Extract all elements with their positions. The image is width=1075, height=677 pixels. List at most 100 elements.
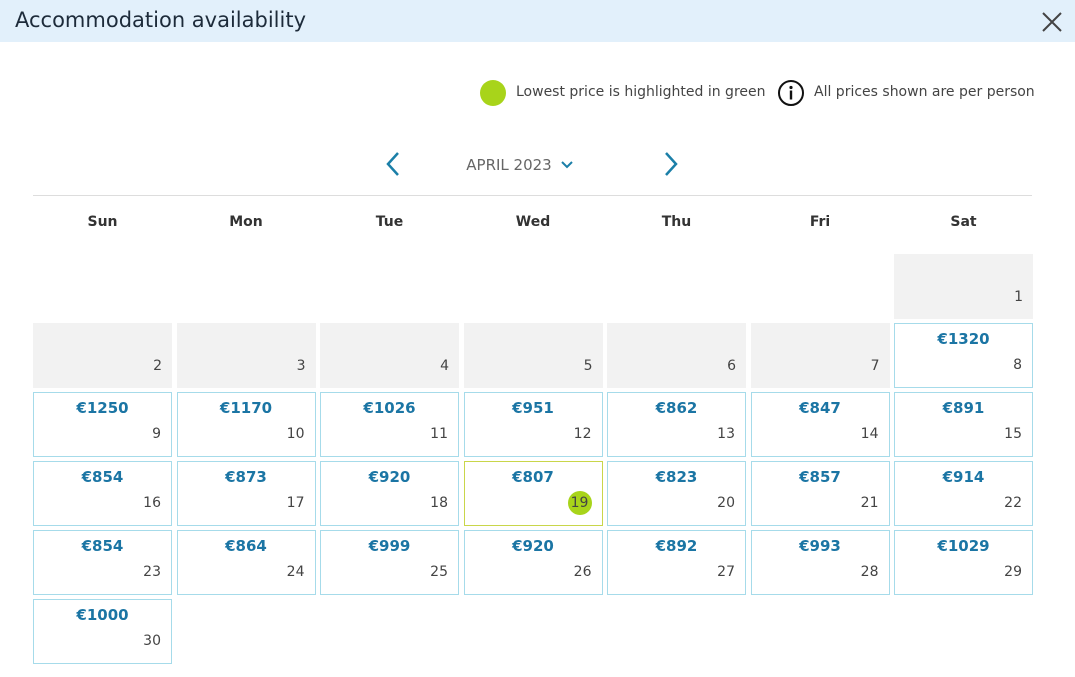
price: €914 — [942, 468, 985, 486]
date: 17 — [286, 495, 305, 511]
date: 5 — [583, 358, 593, 374]
prev-month[interactable] — [383, 150, 403, 178]
price: €862 — [655, 399, 698, 417]
date: 26 — [573, 564, 592, 580]
legend-lowest: Lowest price is highlighted in green — [516, 84, 766, 100]
day-cell-unavailable: 2 — [33, 323, 172, 388]
price: €1029 — [937, 537, 990, 555]
day-cell[interactable]: €864 24 — [176, 530, 316, 595]
info-icon — [778, 80, 804, 106]
day-cell[interactable]: €1320 8 — [894, 323, 1033, 388]
date: 7 — [870, 358, 880, 374]
day-cell[interactable]: €993 28 — [750, 530, 890, 595]
price: €993 — [799, 537, 841, 555]
day-cell[interactable]: €920 26 — [463, 530, 603, 595]
day-cell-unavailable: 5 — [463, 323, 603, 388]
date: 11 — [430, 426, 448, 442]
day-cell[interactable]: €891 15 — [894, 392, 1033, 457]
date: 15 — [1004, 426, 1022, 442]
date: 18 — [430, 495, 448, 511]
date: 9 — [152, 426, 161, 442]
date: 6 — [727, 358, 736, 374]
date: 12 — [573, 426, 592, 442]
day-cell[interactable]: €857 21 — [750, 461, 890, 526]
day-cell[interactable]: €914 22 — [894, 461, 1033, 526]
price: €873 — [225, 468, 267, 486]
day-cell-unavailable: 7 — [750, 323, 890, 388]
date: 23 — [143, 564, 161, 580]
price: €1170 — [219, 399, 273, 417]
weekday-label: Thu — [661, 214, 692, 230]
day-cell[interactable]: €854 23 — [33, 530, 172, 595]
close-button[interactable] — [1040, 10, 1064, 34]
day-cell[interactable]: €999 25 — [320, 530, 459, 595]
weekday-label: Fri — [809, 214, 831, 230]
date: 10 — [286, 426, 305, 442]
date: 20 — [717, 495, 735, 511]
day-cell[interactable]: €854 16 — [33, 461, 172, 526]
price: €857 — [799, 468, 841, 486]
date: 28 — [860, 564, 879, 580]
price: €1320 — [937, 330, 990, 348]
day-cell[interactable]: €1026 11 — [320, 392, 459, 457]
day-cell-unavailable: 1 — [894, 254, 1033, 319]
date: 13 — [717, 426, 735, 442]
day-cell[interactable]: €1000 30 — [33, 599, 172, 664]
price: €854 — [81, 537, 124, 555]
date: 25 — [430, 564, 448, 580]
day-cell[interactable]: €951 12 — [463, 392, 603, 457]
date: 21 — [860, 495, 879, 511]
day-cell-unavailable: 4 — [320, 323, 459, 388]
next-month[interactable] — [661, 150, 681, 178]
price: €891 — [942, 399, 985, 417]
month-label: APRIL 2023 — [466, 156, 552, 174]
day-cell[interactable]: €847 14 — [750, 392, 890, 457]
price: €892 — [655, 537, 698, 555]
price: €920 — [512, 537, 554, 555]
price: €1026 — [363, 399, 416, 417]
price: €864 — [225, 537, 267, 555]
day-cell[interactable]: €1029 29 — [894, 530, 1033, 595]
date: 2 — [153, 358, 162, 374]
day-cell[interactable]: €892 27 — [607, 530, 746, 595]
date-lowest: 19 — [567, 491, 592, 515]
weekday-label: Sat — [950, 214, 977, 230]
price: €807 — [512, 468, 554, 486]
day-cell[interactable]: €1170 10 — [176, 392, 316, 457]
date: 1 — [1014, 289, 1023, 305]
day-cell-unavailable: 6 — [607, 323, 746, 388]
green-dot-icon — [480, 80, 506, 106]
day-cell[interactable]: €823 20 — [607, 461, 746, 526]
date: 8 — [1013, 357, 1022, 373]
dropdown-chevron — [561, 161, 573, 169]
price: €920 — [368, 468, 411, 486]
weekday-label: Wed — [515, 214, 551, 230]
date: 3 — [296, 358, 306, 374]
day-cell[interactable]: €862 13 — [607, 392, 746, 457]
weekday-label: Mon — [229, 214, 263, 230]
price: €951 — [512, 399, 554, 417]
month-selector[interactable]: APRIL 2023 — [420, 156, 620, 174]
weekday-label: Tue — [375, 214, 404, 230]
date: 22 — [1004, 495, 1022, 511]
date: 14 — [860, 426, 879, 442]
price: €847 — [799, 399, 841, 417]
divider — [33, 195, 1032, 196]
date: 16 — [143, 495, 161, 511]
day-cell[interactable]: €807 19 — [463, 461, 603, 526]
date: 4 — [440, 358, 449, 374]
dialog-title: Accommodation availability — [15, 8, 306, 32]
day-cell[interactable]: €920 18 — [320, 461, 459, 526]
price: €823 — [655, 468, 698, 486]
day-cell[interactable]: €1250 9 — [33, 392, 172, 457]
day-cell[interactable]: €873 17 — [176, 461, 316, 526]
legend-per-person: All prices shown are per person — [814, 84, 1035, 100]
price: €999 — [368, 537, 411, 555]
day-cell-unavailable: 3 — [176, 323, 316, 388]
date: 27 — [717, 564, 735, 580]
date: 30 — [143, 633, 161, 649]
price: €1000 — [76, 606, 129, 624]
price: €1250 — [76, 399, 129, 417]
date: 29 — [1004, 564, 1022, 580]
